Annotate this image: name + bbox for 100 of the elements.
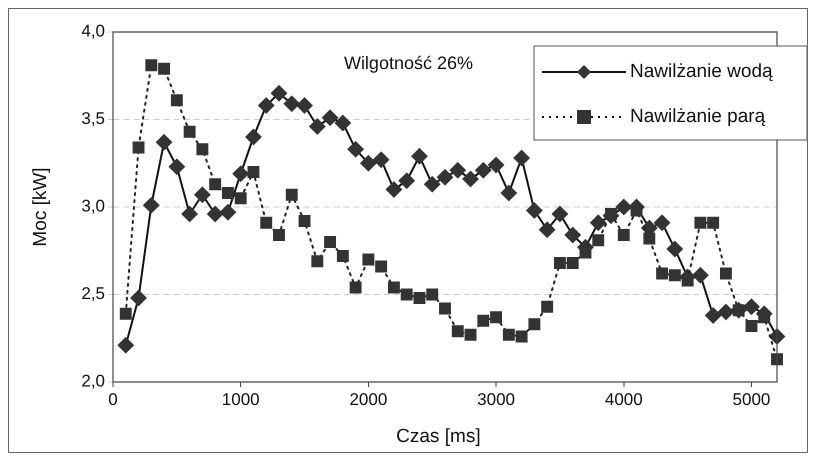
y-tick-label: 2,5 bbox=[81, 284, 105, 304]
point bbox=[118, 337, 134, 354]
point bbox=[132, 142, 144, 154]
point bbox=[580, 246, 592, 258]
point bbox=[350, 282, 362, 294]
point bbox=[424, 176, 440, 192]
x-tick-label: 5000 bbox=[732, 390, 770, 409]
point bbox=[694, 216, 706, 229]
x-tick-label: 0 bbox=[108, 390, 118, 409]
point bbox=[348, 141, 364, 158]
point bbox=[311, 255, 324, 268]
point bbox=[207, 206, 224, 222]
point bbox=[400, 288, 413, 300]
point bbox=[362, 254, 374, 266]
point bbox=[528, 318, 540, 330]
point bbox=[324, 236, 336, 248]
point bbox=[758, 311, 770, 324]
legend-label: Nawilżanie parą bbox=[630, 106, 766, 128]
y-tick-label: 4,0 bbox=[81, 22, 105, 41]
point bbox=[682, 274, 694, 286]
point bbox=[334, 115, 351, 131]
point bbox=[273, 229, 285, 241]
point bbox=[516, 330, 528, 342]
text: Wilgotność 26% bbox=[344, 52, 474, 73]
point bbox=[120, 308, 132, 320]
point bbox=[375, 260, 388, 272]
point bbox=[452, 325, 464, 338]
point bbox=[656, 268, 668, 280]
point bbox=[298, 215, 310, 227]
point bbox=[564, 227, 581, 243]
y-tick-label: 2,0 bbox=[81, 372, 105, 391]
point bbox=[654, 214, 670, 231]
point bbox=[336, 250, 349, 262]
point bbox=[411, 148, 428, 164]
point bbox=[209, 178, 222, 190]
point bbox=[707, 216, 720, 229]
x-axis-title: Czas [ms] bbox=[396, 426, 481, 448]
point bbox=[158, 62, 170, 75]
point bbox=[286, 188, 298, 201]
point bbox=[271, 85, 287, 102]
point bbox=[414, 292, 426, 304]
point bbox=[743, 298, 760, 315]
point bbox=[184, 126, 196, 138]
point bbox=[720, 268, 732, 280]
point bbox=[222, 187, 234, 199]
point bbox=[771, 353, 783, 366]
point bbox=[590, 214, 606, 231]
point bbox=[143, 197, 160, 214]
point bbox=[156, 134, 172, 150]
point bbox=[232, 166, 249, 182]
point bbox=[462, 171, 479, 187]
point bbox=[322, 110, 338, 126]
point bbox=[668, 269, 681, 282]
point bbox=[666, 241, 683, 257]
point bbox=[284, 96, 300, 112]
point bbox=[488, 157, 504, 173]
point bbox=[718, 304, 734, 320]
point bbox=[746, 320, 758, 332]
point bbox=[705, 308, 722, 324]
legend-label: Nawilżanie wodą bbox=[630, 61, 774, 82]
point bbox=[220, 204, 236, 220]
point bbox=[552, 206, 568, 222]
point bbox=[182, 206, 198, 222]
y-tick-label: 3,5 bbox=[81, 109, 105, 128]
y-axis-title: Moc [kW] bbox=[30, 167, 52, 247]
point bbox=[258, 98, 274, 114]
point bbox=[309, 118, 326, 134]
point bbox=[439, 302, 451, 314]
point bbox=[170, 94, 183, 106]
point bbox=[592, 234, 604, 246]
point bbox=[386, 182, 402, 198]
y-tick-label: 3,0 bbox=[81, 196, 105, 216]
point bbox=[248, 166, 260, 178]
point bbox=[194, 186, 210, 203]
point bbox=[554, 257, 566, 269]
point bbox=[168, 158, 185, 175]
point bbox=[450, 162, 466, 178]
point bbox=[360, 155, 376, 172]
point bbox=[196, 143, 208, 156]
point bbox=[475, 162, 492, 178]
point bbox=[234, 192, 247, 204]
x-tick-label: 3000 bbox=[477, 390, 515, 409]
point bbox=[437, 169, 453, 186]
point bbox=[514, 150, 530, 166]
point bbox=[539, 222, 556, 238]
point bbox=[145, 59, 158, 72]
point bbox=[245, 129, 262, 145]
point bbox=[398, 172, 415, 189]
point bbox=[388, 282, 400, 294]
point bbox=[130, 290, 147, 306]
point bbox=[618, 229, 630, 241]
x-tick-label: 2000 bbox=[349, 390, 388, 409]
x-tick-label: 1000 bbox=[222, 390, 260, 409]
point bbox=[526, 202, 542, 218]
point bbox=[566, 257, 579, 269]
point bbox=[426, 288, 438, 300]
point bbox=[477, 314, 490, 327]
x-tick-label: 4000 bbox=[604, 390, 643, 409]
point bbox=[490, 311, 502, 324]
point bbox=[260, 216, 272, 229]
